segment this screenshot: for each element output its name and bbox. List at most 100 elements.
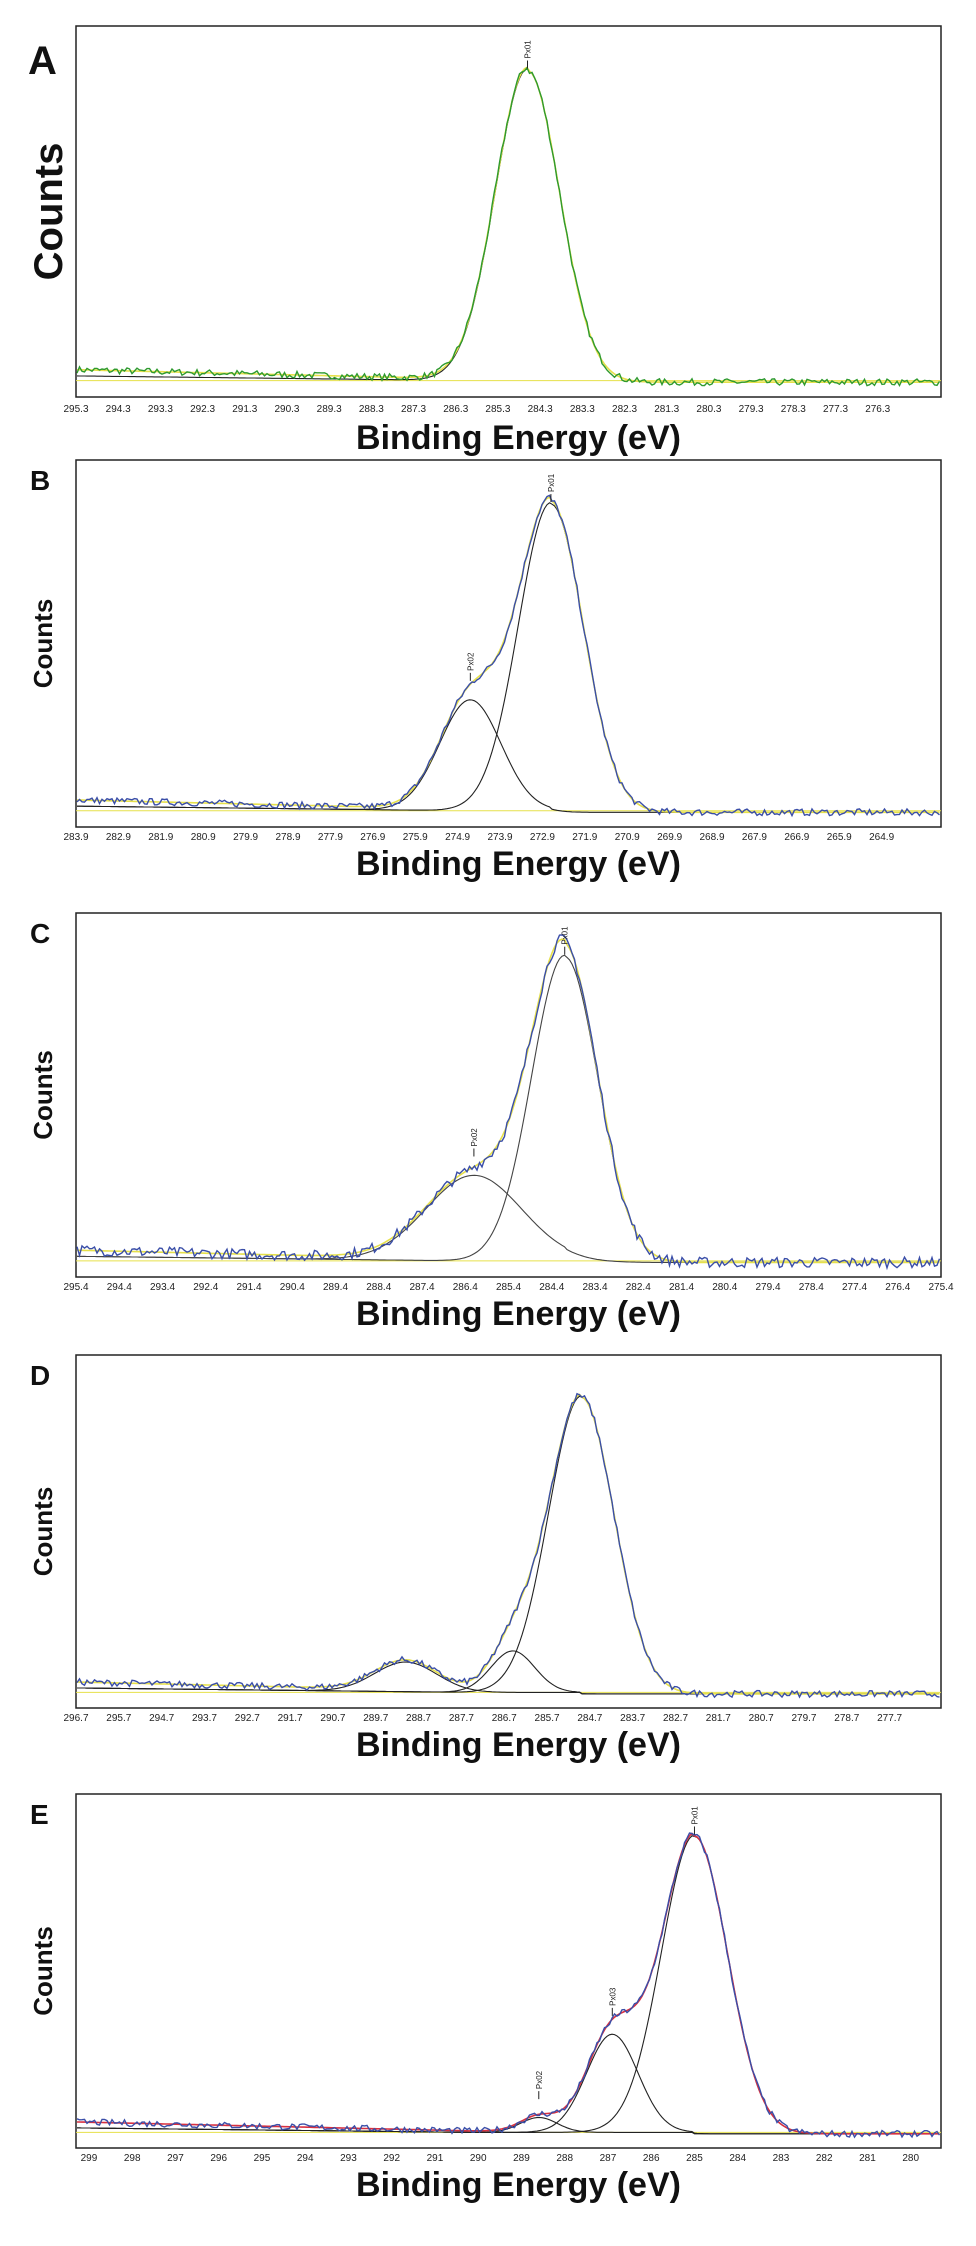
peak-label: Px01 [547,473,556,492]
x-tick-label: 284.4 [539,1282,564,1293]
x-tick-label: 276.3 [865,404,890,415]
x-tick-label: 277.4 [842,1282,867,1293]
x-tick-label: 298 [124,2153,141,2164]
x-tick-label: 281.9 [148,832,173,843]
x-tick-label: 280.3 [696,404,721,415]
x-tick-label: 295 [254,2153,271,2164]
x-tick-label: 273.9 [488,832,513,843]
x-tick-label: 296 [210,2153,227,2164]
plot-frame [75,459,942,828]
x-tick-label: 291.4 [236,1282,261,1293]
peak-label: Px03 [608,1987,617,2006]
x-tick-label: 289.3 [317,404,342,415]
spectrum-data [76,934,941,1271]
peak-label: Px01 [523,40,532,59]
x-tick-label: 275.4 [928,1282,953,1293]
x-tick-label: 283.9 [63,832,88,843]
x-tick-label: 289.7 [363,1713,388,1724]
fit-envelope [76,938,940,1264]
x-tick-label: 284.3 [528,404,553,415]
x-tick-label: 283 [773,2153,790,2164]
x-tick-label: 269.9 [657,832,682,843]
x-tick-label: 291 [427,2153,444,2164]
fit-component-3 [77,2116,940,2135]
x-tick-label: 289.4 [323,1282,348,1293]
x-tick-label: 293.4 [150,1282,175,1293]
y-axis-label: Counts [28,599,58,689]
x-tick-label: 282.4 [626,1282,651,1293]
x-tick-label: 266.9 [784,832,809,843]
fit-component-1 [76,954,940,1263]
fit-envelope [76,496,940,814]
x-tick-label: 286.3 [443,404,468,415]
x-tick-label: 270.9 [615,832,640,843]
fit-component-1 [77,1395,940,1695]
panel-A: A Counts Binding Energy (eV) 295.3 294.3 293.… [27,25,942,457]
x-tick-label: 267.9 [742,832,767,843]
x-tick-label: 293.7 [192,1713,217,1724]
x-tick-label: 281 [859,2153,876,2164]
x-tick-label: 279.9 [233,832,258,843]
x-axis-label: Binding Energy (eV) [356,1726,681,1764]
x-tick-label: 281.3 [654,404,679,415]
peak-label: Px02 [470,1128,479,1147]
x-tick-label: 265.9 [827,832,852,843]
x-tick-label: 286.4 [453,1282,478,1293]
peak-label: Px02 [535,2070,544,2089]
panel-label: E [30,1799,49,1830]
x-tick-label: 294 [297,2153,314,2164]
x-tick-label: 290.3 [274,404,299,415]
x-tick-label: 293.3 [148,404,173,415]
x-tick-label: 290.7 [320,1713,345,1724]
x-tick-label: 282.7 [663,1713,688,1724]
x-tick-label: 283.7 [620,1713,645,1724]
x-tick-label: 287.7 [449,1713,474,1724]
x-tick-label: 293 [340,2153,357,2164]
x-tick-label: 295.7 [106,1713,131,1724]
x-tick-label: 288.4 [366,1282,391,1293]
spectrum-data [76,1392,940,1699]
y-axis-label: Counts [27,143,71,281]
x-tick-label: 287.4 [409,1282,434,1293]
x-tick-label: 283.4 [582,1282,607,1293]
panel-label: B [30,465,50,496]
fit-component-1 [77,1835,940,2135]
x-tick-label: 292.3 [190,404,215,415]
fit-envelope [76,1393,940,1695]
plot-frame [75,912,942,1278]
x-tick-label: 291.3 [232,404,257,415]
fit-envelope [76,66,940,383]
x-tick-label: 287.3 [401,404,426,415]
x-tick-label: 292.4 [193,1282,218,1293]
peak-label: Px02 [466,652,475,671]
x-tick-label: 287 [600,2153,617,2164]
x-tick-label: 276.4 [885,1282,910,1293]
x-tick-label: 288 [556,2153,573,2164]
x-tick-label: 290 [470,2153,487,2164]
y-axis-label: Counts [28,1050,58,1140]
x-tick-label: 280.4 [712,1282,737,1293]
y-axis-label: Counts [28,1487,58,1577]
x-tick-label: 278.9 [275,832,300,843]
x-tick-label: 280.9 [191,832,216,843]
x-tick-label: 280 [902,2153,919,2164]
panel-label: D [30,1360,50,1391]
x-tick-label: 292 [383,2153,400,2164]
x-tick-label: 268.9 [700,832,725,843]
x-tick-label: 285.7 [535,1713,560,1724]
x-tick-label: 285 [686,2153,703,2164]
x-tick-label: 299 [81,2153,98,2164]
fit-envelope [77,1832,940,2135]
x-tick-label: 282.3 [612,404,637,415]
x-axis-label: Binding Energy (eV) [356,1295,681,1333]
fit-component-1 [77,502,940,813]
x-axis-label: Binding Energy (eV) [356,2166,681,2204]
x-axis-label: Binding Energy (eV) [356,845,681,883]
x-tick-label: 284 [729,2153,746,2164]
panel-D: D Counts Binding Energy (eV) 296.7 295.7 294.… [28,1354,942,1764]
x-tick-label: 294.3 [106,404,131,415]
fit-component-2 [77,699,940,813]
x-axis-label: Binding Energy (eV) [356,419,681,457]
x-tick-label: 279.3 [739,404,764,415]
